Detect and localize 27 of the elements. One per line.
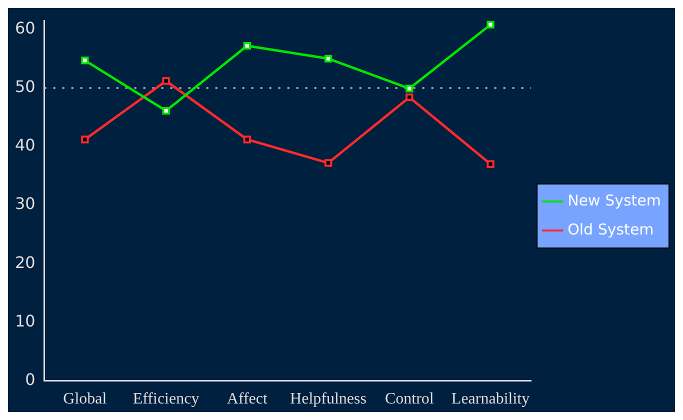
x-tick-label: Helpfulness bbox=[290, 390, 366, 408]
point bbox=[243, 136, 251, 144]
x-tick-label: Learnability bbox=[451, 390, 530, 408]
point bbox=[81, 56, 89, 64]
point bbox=[406, 84, 414, 92]
point bbox=[162, 106, 170, 115]
legend-label: Old System bbox=[568, 220, 654, 238]
y-tick-label: 10 bbox=[15, 311, 36, 330]
y-tick-label: 30 bbox=[15, 194, 36, 214]
x-tick-label: Global bbox=[63, 390, 108, 408]
y-tick-label: 60 bbox=[15, 18, 36, 38]
point bbox=[243, 42, 251, 50]
y-tick-label: 0 bbox=[25, 370, 36, 389]
x-tick-label: Control bbox=[384, 390, 434, 408]
x-tick-label: Efficiency bbox=[132, 390, 200, 408]
legend-label: New System bbox=[568, 191, 661, 210]
y-tick-label: 20 bbox=[15, 252, 36, 272]
point bbox=[81, 136, 89, 144]
point bbox=[486, 160, 494, 168]
point bbox=[406, 93, 414, 102]
y-tick-label: 40 bbox=[15, 136, 36, 155]
y-tick-label: 50 bbox=[15, 77, 36, 96]
point bbox=[324, 159, 332, 167]
point bbox=[324, 54, 332, 62]
point bbox=[162, 77, 170, 85]
x-tick-label: Affect bbox=[226, 390, 268, 408]
point bbox=[486, 20, 494, 29]
